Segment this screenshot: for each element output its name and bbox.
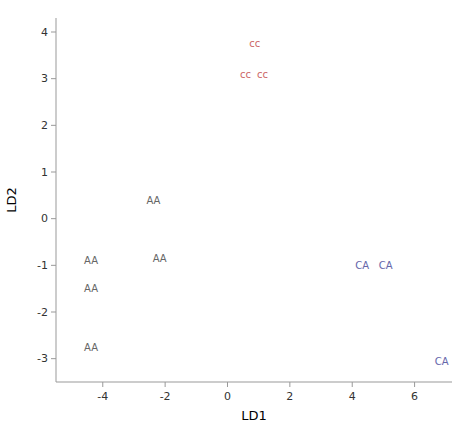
point-label: CA (435, 356, 449, 367)
chart-container: -4-20246-3-2-101234LD1LD2ccccccAAAAAAAAA… (0, 0, 474, 430)
chart: -4-20246-3-2-101234LD1LD2ccccccAAAAAAAAA… (0, 0, 474, 430)
x-tick (227, 382, 228, 387)
y-tick (51, 265, 56, 266)
point-label: cc (249, 38, 260, 49)
point-label: AA (146, 195, 160, 206)
y-tick-label: 2 (41, 119, 48, 132)
y-tick (51, 78, 56, 79)
x-tick (414, 382, 415, 387)
point-label: CA (379, 260, 393, 271)
y-tick-label: 1 (41, 166, 48, 179)
point-label: cc (240, 69, 251, 80)
y-axis-label: LD2 (4, 187, 19, 213)
x-tick-label: 6 (411, 390, 418, 403)
x-tick-label: 0 (224, 390, 231, 403)
x-tick-label: -4 (97, 390, 108, 403)
x-tick (289, 382, 290, 387)
x-axis-label: LD1 (241, 408, 267, 423)
y-tick (51, 358, 56, 359)
y-tick (51, 312, 56, 313)
y-tick-label: 4 (41, 26, 48, 39)
point-label: CA (355, 260, 369, 271)
x-tick (352, 382, 353, 387)
x-tick (165, 382, 166, 387)
x-tick-label: 2 (286, 390, 293, 403)
y-tick (51, 125, 56, 126)
x-tick (102, 382, 103, 387)
y-axis-line (56, 18, 57, 382)
y-tick-label: 3 (41, 72, 48, 85)
points: ccccccAAAAAAAAAACACACA (84, 38, 449, 366)
point-label: AA (84, 255, 98, 266)
y-tick-label: 0 (41, 212, 48, 225)
x-tick-label: 4 (349, 390, 356, 403)
y-tick (51, 172, 56, 173)
point-label: AA (153, 253, 167, 264)
point-label: AA (84, 283, 98, 294)
point-label: cc (257, 69, 268, 80)
point-label: AA (84, 342, 98, 353)
y-tick (51, 32, 56, 33)
x-tick-label: -2 (160, 390, 171, 403)
y-tick-label: -3 (37, 352, 48, 365)
y-tick-label: -2 (37, 306, 48, 319)
x-axis-line (56, 382, 452, 383)
y-tick (51, 218, 56, 219)
y-tick-label: -1 (37, 259, 48, 272)
